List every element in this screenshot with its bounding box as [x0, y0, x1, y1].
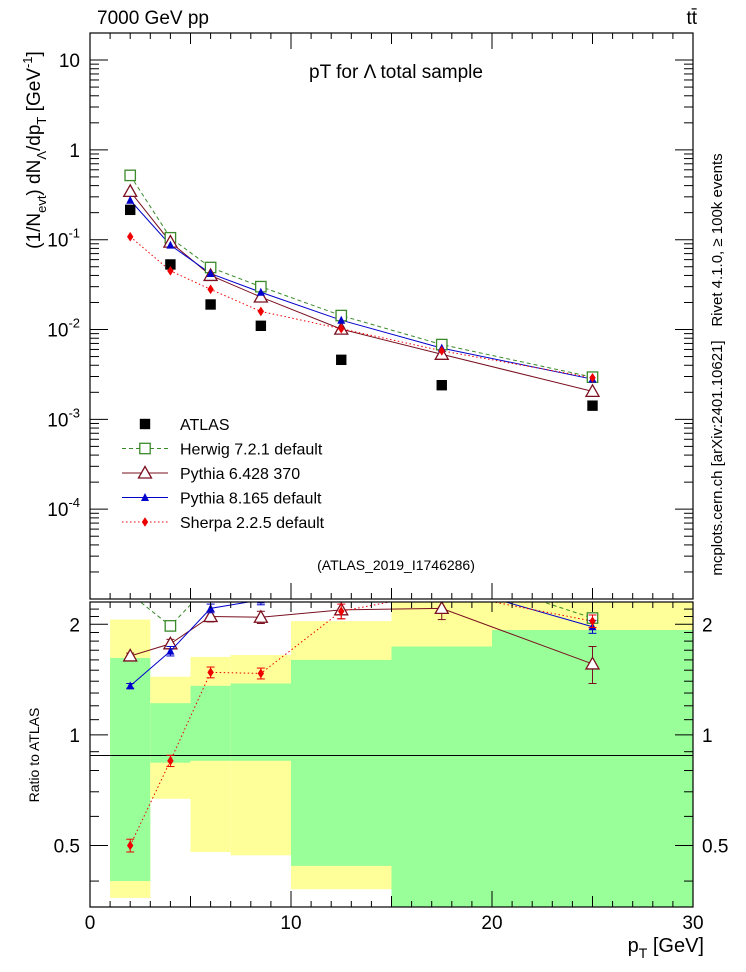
ratio-point-sherpa-6: [589, 616, 596, 626]
side-label-mcplots: mcplots.cern.ch [arXiv:2401.10621]: [709, 340, 726, 575]
stat-band-1: [150, 703, 191, 763]
ratio-point-sherpa-0: [127, 840, 134, 851]
legend-marker-herwig: [139, 442, 151, 455]
main-line-herwig: [129, 175, 593, 378]
main-point-data-5: [436, 379, 447, 391]
main-point-data-2: [205, 299, 216, 310]
main-point-data-3: [255, 320, 267, 332]
main-series-group: [122, 169, 601, 411]
x-tick-label-30: 30: [682, 913, 703, 934]
main-y-axis-label: (1/Nevt) dNΛ/dpT [GeV-1]: [20, 51, 49, 249]
main-point-data-4: [336, 354, 347, 366]
ratio-y-tick-label-right-2: 2: [702, 615, 713, 636]
ratio-point-herwig-1: [164, 620, 177, 632]
plot-title: pT for Λ total sample: [309, 62, 483, 83]
stat-band-4: [291, 659, 392, 866]
ratio-point-pythia6-0: [122, 648, 138, 662]
stat-band-2: [190, 685, 231, 761]
ratio-point-herwig-2: [205, 578, 215, 588]
legend: ATLAS Herwig 7.2.1 default Pythia 6.428 37…: [122, 417, 325, 532]
axes-group: 0 10 20 30 10-4 10-3 10-2 10-1 1 10 0.5 0.5 1 1 2 2: [47, 32, 728, 934]
main-y-tick-label-3: 10-1: [47, 226, 80, 252]
ratio-y-axis-label: Ratio to ATLAS: [26, 708, 42, 803]
main-point-pythia8-1: [166, 240, 175, 249]
legend-label-sherpa: Sherpa 2.2.5 default: [180, 515, 325, 532]
main-point-data-6: [587, 400, 598, 411]
stat-band-3: [230, 683, 291, 761]
main-point-pythia8-0: [126, 195, 135, 204]
side-label-rivet: Rivet 4.1.0, ≥ 100k events: [709, 153, 726, 326]
legend-marker-sherpa: [141, 517, 149, 527]
legend-marker-pythia6: [137, 465, 153, 479]
ratio-point-pythia6-3: [253, 609, 269, 623]
main-y-tick-label-5: 10: [59, 51, 80, 72]
main-line-pythia8: [129, 199, 593, 380]
main-point-pythia8-2: [206, 269, 215, 278]
ratio-series-group: [122, 569, 601, 853]
x-tick-label-20: 20: [481, 913, 502, 934]
main-point-pythia8-3: [256, 287, 265, 296]
main-point-sherpa-2: [207, 284, 214, 295]
main-point-sherpa-1: [167, 266, 174, 276]
main-y-tick-label-4: 1: [69, 141, 80, 162]
ratio-point-pythia6-5: [434, 602, 450, 615]
x-axis-label: pT [GeV]: [628, 935, 704, 961]
main-point-sherpa-6: [589, 373, 596, 383]
x-tick-label-10: 10: [280, 913, 301, 934]
legend-marker-data: [139, 418, 151, 430]
main-y-tick-label-1: 10-3: [47, 405, 80, 431]
ratio-point-sherpa-3: [257, 668, 265, 679]
ratio-point-pythia8-5: [438, 579, 446, 587]
ratio-point-herwig-3: [256, 569, 266, 579]
main-point-herwig-0: [124, 169, 137, 182]
analysis-id: (ATLAS_2019_I1746286): [317, 557, 475, 573]
main-y-tick-label-0: 10-4: [47, 495, 80, 521]
ratio-y-tick-label-left-1: 1: [69, 726, 80, 747]
main-point-pythia6-3: [253, 289, 269, 303]
ratio-point-pythia6-6: [584, 656, 601, 670]
legend-label-data: ATLAS: [180, 417, 230, 434]
main-point-pythia6-6: [584, 383, 601, 397]
ratio-point-sherpa-5: [439, 587, 445, 597]
legend-label-herwig: Herwig 7.2.1 default: [180, 442, 323, 459]
legend-label-pythia6: Pythia 6.428 370: [180, 466, 300, 483]
ratio-uncertainty-bands: [110, 602, 693, 907]
ratio-point-sherpa-2: [207, 667, 214, 678]
main-point-sherpa-5: [438, 345, 445, 356]
header-left: 7000 GeV pp: [97, 8, 209, 29]
ratio-y-tick-label-right-1: 1: [702, 726, 713, 747]
main-line-sherpa: [129, 236, 593, 379]
ratio-y-tick-label-left-2: 2: [69, 615, 80, 636]
ratio-y-tick-label-right-0: 0.5: [702, 836, 728, 857]
main-line-pythia6: [129, 191, 593, 392]
ratio-point-sherpa-4: [338, 606, 345, 617]
main-point-data-1: [165, 259, 176, 270]
ratio-point-pythia8-0: [126, 681, 135, 690]
main-point-sherpa-0: [127, 231, 134, 242]
main-point-sherpa-3: [257, 306, 265, 317]
legend-marker-pythia8: [141, 493, 149, 501]
ratio-point-sherpa-1: [167, 756, 174, 766]
stat-band-5: [391, 646, 492, 907]
header-right: tt̄: [686, 8, 697, 29]
main-point-data-0: [125, 204, 136, 216]
legend-label-pythia8: Pythia 8.165 default: [180, 491, 322, 508]
ratio-point-pythia6-2: [202, 608, 219, 623]
main-point-sherpa-4: [338, 323, 345, 334]
ratio-point-pythia8-1: [166, 646, 175, 655]
main-point-pythia8-4: [337, 315, 346, 324]
main-point-pythia6-0: [122, 183, 138, 198]
main-y-tick-label-2: 10-2: [47, 316, 80, 342]
x-tick-label-0: 0: [85, 913, 96, 934]
ratio-y-tick-label-left-0: 0.5: [54, 836, 80, 857]
